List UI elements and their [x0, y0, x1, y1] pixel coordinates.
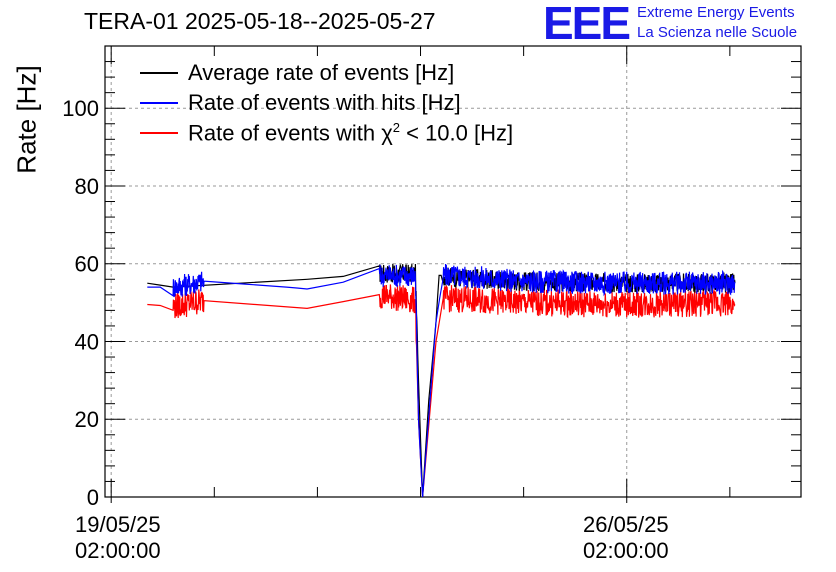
legend: Average rate of events [Hz] Rate of even… [140, 58, 513, 148]
series-line-1 [147, 263, 736, 498]
legend-label-chi2: Rate of events with χ2 < 10.0 [Hz] [188, 119, 514, 146]
legend-swatch-red [140, 132, 178, 134]
logo-line2: La Scienza nelle Scuole [637, 24, 798, 41]
series-line-2 [147, 284, 736, 498]
legend-item-chi2: Rate of events with χ2 < 10.0 [Hz] [140, 118, 513, 148]
legend-item-hits: Rate of events with hits [Hz] [140, 88, 513, 118]
y-tick-label-1: 20 [75, 407, 99, 432]
y-tick-label-4: 80 [75, 174, 99, 199]
y-axis-label: Rate [Hz] [11, 65, 42, 174]
chart-title: TERA-01 2025-05-18--2025-05-27 [84, 8, 436, 34]
legend-swatch-black [140, 72, 178, 74]
y-tick-label-2: 40 [75, 329, 99, 354]
y-tick-label-5: 100 [62, 96, 99, 121]
logo-line1: Extreme Energy Events [637, 4, 795, 21]
x-tick-label-0: 19/05/25 02:00:00 [75, 512, 161, 563]
y-tick-label-0: 0 [87, 485, 99, 510]
eee-logo: EEE [543, 0, 631, 49]
legend-label-average: Average rate of events [Hz] [188, 60, 455, 85]
x-tick-label-1: 26/05/25 02:00:00 [583, 512, 669, 563]
y-tick-label-3: 60 [75, 252, 99, 277]
legend-label-hits: Rate of events with hits [Hz] [188, 90, 461, 115]
legend-item-average: Average rate of events [Hz] [140, 58, 513, 88]
plot-frame [104, 45, 802, 498]
legend-swatch-blue [140, 102, 178, 104]
